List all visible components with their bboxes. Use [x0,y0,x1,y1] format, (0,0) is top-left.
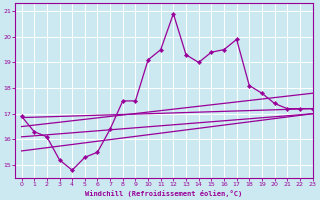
X-axis label: Windchill (Refroidissement éolien,°C): Windchill (Refroidissement éolien,°C) [85,190,243,197]
